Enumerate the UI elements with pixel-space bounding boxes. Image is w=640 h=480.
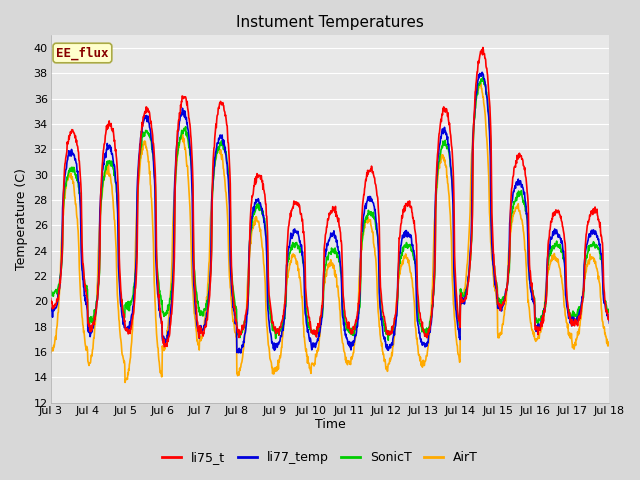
Line: li75_t: li75_t [51, 48, 609, 347]
li77_temp [557, 237, 564, 242]
li77_temp [478, 70, 486, 75]
Line: AirT: AirT [51, 82, 609, 383]
SonicT [385, 337, 392, 343]
li77_temp [416, 334, 424, 340]
AirT [280, 323, 287, 329]
li75_t [280, 307, 287, 313]
li75_t [266, 301, 274, 307]
li75_t [605, 317, 613, 323]
SonicT [416, 321, 424, 327]
li77_temp [280, 322, 287, 327]
li75_t [509, 180, 516, 186]
AirT [509, 218, 516, 224]
li77_temp [170, 226, 178, 231]
X-axis label: Time: Time [315, 419, 346, 432]
Text: EE_flux: EE_flux [56, 47, 109, 60]
SonicT [47, 288, 54, 294]
SonicT [479, 74, 487, 80]
li75_t [557, 215, 564, 220]
SonicT [509, 209, 516, 215]
Y-axis label: Temperature (C): Temperature (C) [15, 168, 28, 270]
li75_t [47, 296, 54, 302]
AirT [170, 191, 178, 197]
AirT [557, 270, 564, 276]
SonicT [280, 316, 287, 322]
AirT [416, 358, 424, 364]
li75_t [416, 310, 424, 316]
Line: li77_temp: li77_temp [51, 72, 609, 353]
li77_temp [47, 308, 54, 313]
li75_t [479, 45, 487, 50]
SonicT [605, 309, 613, 314]
Title: Instument Temperatures: Instument Temperatures [236, 15, 424, 30]
AirT [266, 357, 274, 362]
SonicT [170, 255, 178, 261]
li77_temp [509, 197, 516, 203]
AirT [605, 342, 613, 348]
li77_temp [605, 320, 613, 326]
li77_temp [266, 330, 274, 336]
AirT [121, 380, 129, 385]
li75_t [170, 254, 178, 260]
Legend: li75_t, li77_temp, SonicT, AirT: li75_t, li77_temp, SonicT, AirT [157, 446, 483, 469]
Line: SonicT: SonicT [51, 77, 609, 340]
AirT [476, 79, 484, 85]
AirT [47, 350, 54, 356]
SonicT [266, 303, 274, 309]
li75_t [161, 344, 168, 349]
SonicT [557, 245, 564, 251]
li77_temp [237, 350, 244, 356]
